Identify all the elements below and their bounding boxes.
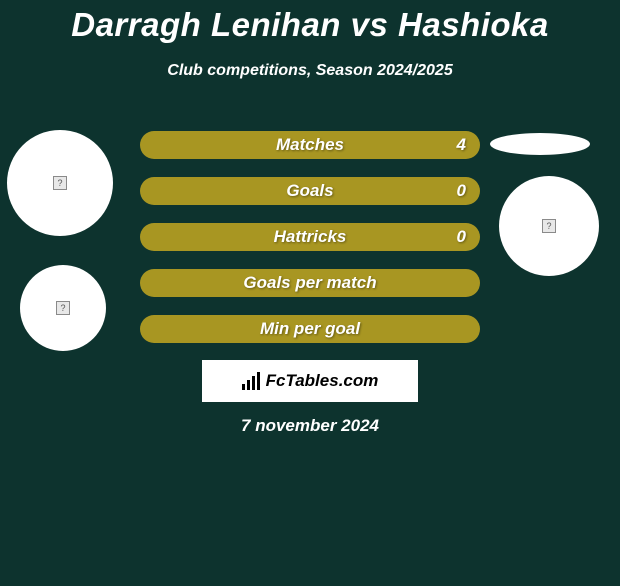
stat-value: 4	[457, 135, 466, 155]
avatar-circle: ?	[20, 265, 106, 351]
bar-chart-icon	[242, 372, 260, 390]
stat-bar: Matches 4	[140, 131, 480, 159]
stat-label: Hattricks	[274, 227, 347, 247]
image-placeholder-icon: ?	[542, 219, 556, 233]
comparison-subtitle: Club competitions, Season 2024/2025	[0, 62, 620, 80]
stat-bar: Goals per match	[140, 269, 480, 297]
stats-container: Matches 4 Goals 0 Hattricks 0 Goals per match M…	[140, 131, 480, 361]
stat-label: Min per goal	[260, 319, 360, 339]
stat-bar: Goals 0	[140, 177, 480, 205]
branding-badge: FcTables.com	[202, 360, 418, 402]
stat-bar: Hattricks 0	[140, 223, 480, 251]
stat-value: 0	[457, 181, 466, 201]
avatar-circle: ?	[499, 176, 599, 276]
decorative-ellipse	[490, 133, 590, 155]
image-placeholder-icon: ?	[53, 176, 67, 190]
stat-label: Goals per match	[243, 273, 376, 293]
comparison-title: Darragh Lenihan vs Hashioka	[0, 6, 620, 44]
stat-label: Goals	[286, 181, 333, 201]
stat-value: 0	[457, 227, 466, 247]
stat-label: Matches	[276, 135, 344, 155]
image-placeholder-icon: ?	[56, 301, 70, 315]
stat-bar: Min per goal	[140, 315, 480, 343]
branding-text: FcTables.com	[266, 371, 379, 391]
comparison-date: 7 november 2024	[0, 416, 620, 436]
avatar-circle: ?	[7, 130, 113, 236]
